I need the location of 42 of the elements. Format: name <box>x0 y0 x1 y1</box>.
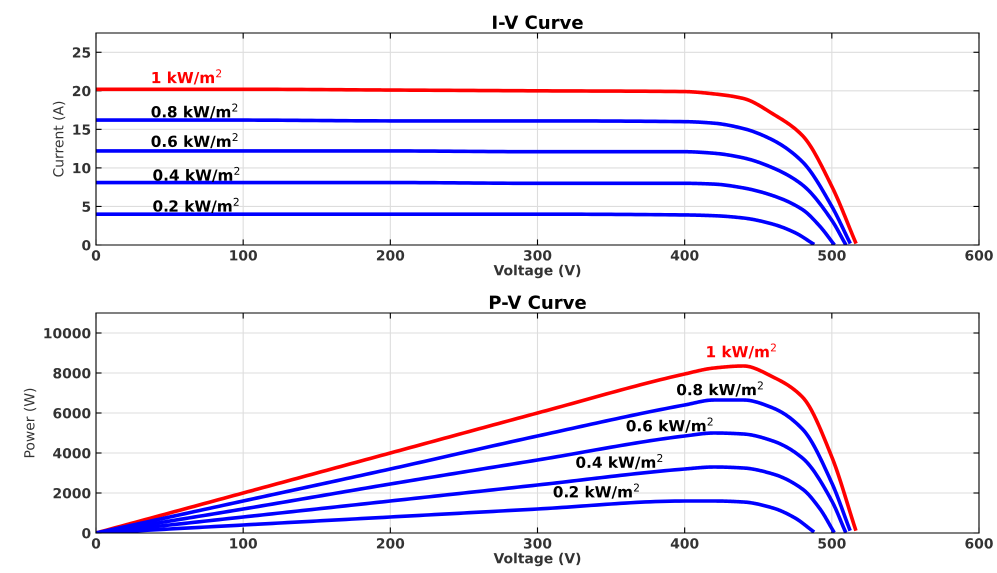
chart-title: P-V Curve <box>490 295 586 310</box>
series-label: 0.2 kW/m$^{2}$ <box>554 484 639 499</box>
y-tick-label: 10 <box>73 162 90 174</box>
x-tick-label: 600 <box>965 538 993 549</box>
x-tick-label: 200 <box>376 250 404 261</box>
series-label: 0.8 kW/m$^{2}$ <box>151 104 238 119</box>
y-tick-label: 15 <box>73 124 90 135</box>
series-label: 1 kW/m$^{2}$ <box>707 343 776 359</box>
series-label: 0.2 kW/m$^{2}$ <box>153 198 239 214</box>
x-tick-label: 200 <box>376 538 404 549</box>
x-tick-label: 400 <box>670 538 698 549</box>
series-label: 0.4 kW/m$^{2}$ <box>153 166 240 182</box>
x-tick-label: 0 <box>92 250 100 261</box>
series-label: 0.6 kW/m$^{2}$ <box>626 418 713 433</box>
series-label: 1 kW/m$^{2}$ <box>152 69 222 85</box>
y-tick-label: 2000 <box>54 488 90 498</box>
x-tick-label: 600 <box>965 250 993 261</box>
x-tick-label: 300 <box>524 250 552 261</box>
y-tick-label: 10000 <box>44 328 90 338</box>
series-label: 0.4 kW/m$^{2}$ <box>576 454 662 470</box>
y-tick-label: 0 <box>82 528 90 538</box>
y-tick-label: 4000 <box>53 448 90 458</box>
y-axis-title: Power (W) <box>24 388 36 458</box>
x-tick-label: 500 <box>818 538 846 549</box>
y-tick-label: 0 <box>82 240 90 250</box>
x-axis-title: Voltage (V) <box>494 264 580 278</box>
y-tick-label: 25 <box>72 47 90 58</box>
x-tick-label: 0 <box>92 538 100 549</box>
x-tick-label: 100 <box>230 538 257 549</box>
x-tick-label: 300 <box>524 538 552 549</box>
y-tick-label: 8000 <box>53 368 90 378</box>
x-axis-title: Voltage (V) <box>494 552 580 566</box>
y-tick-label: 20 <box>72 86 90 96</box>
chart-title: I-V Curve <box>493 15 583 30</box>
y-tick-label: 5 <box>82 202 90 212</box>
x-tick-label: 100 <box>230 250 257 261</box>
series-label: 0.6 kW/m$^{2}$ <box>151 133 238 148</box>
x-tick-label: 500 <box>818 250 846 261</box>
y-axis-title: Current (A) <box>52 102 66 177</box>
x-tick-label: 400 <box>670 250 698 261</box>
series-label: 0.8 kW/m$^{2}$ <box>677 381 763 397</box>
y-tick-label: 6000 <box>53 408 90 418</box>
